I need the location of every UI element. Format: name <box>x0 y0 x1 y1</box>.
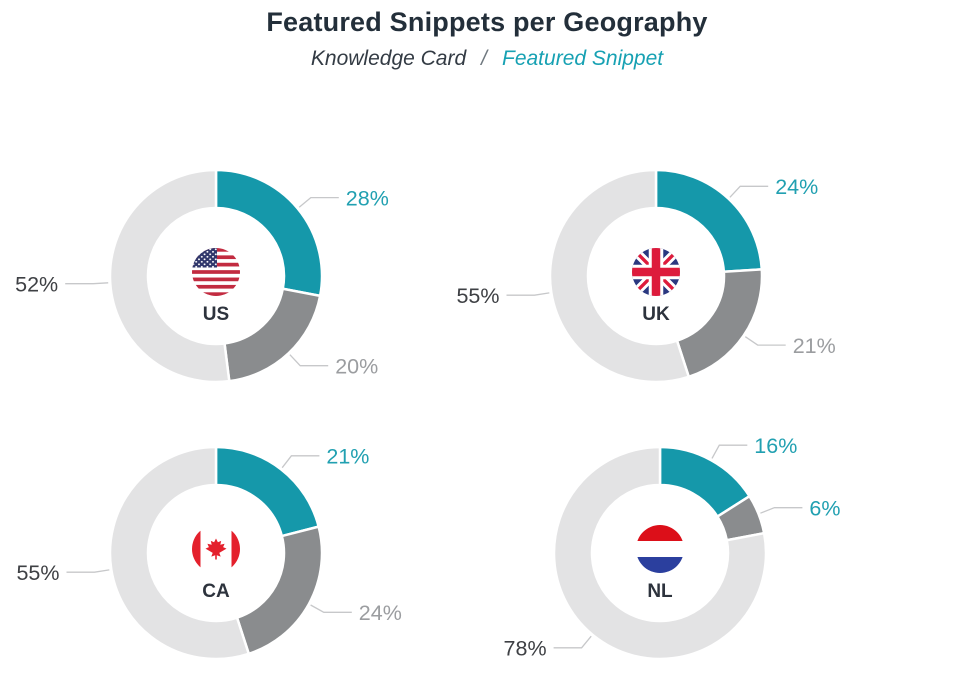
leader-line-featured-snippet <box>711 444 748 459</box>
segment-remainder <box>108 168 231 384</box>
value-label-remainder: 55% <box>456 284 499 308</box>
segment-knowledge-card <box>675 268 764 379</box>
leader-line-knowledge-card <box>310 604 352 613</box>
segment-knowledge-card <box>235 525 324 656</box>
value-label-remainder: 78% <box>504 637 547 661</box>
leader-line-featured-snippet <box>298 196 339 208</box>
donut-svg-nl: 16% 6% 78% NL <box>504 434 841 661</box>
value-label-featured-snippet: 21% <box>326 445 369 469</box>
ca-flag-icon <box>192 525 240 573</box>
segment-remainder <box>548 168 691 384</box>
uk-flag-icon <box>632 248 680 296</box>
value-label-featured-snippet: 16% <box>754 434 797 458</box>
value-label-remainder: 55% <box>16 561 59 585</box>
chart-legend: Knowledge Card / Featured Snippet <box>0 47 974 71</box>
donut-svg-ca: 21% 24% 55% CA <box>16 445 402 661</box>
donut-chart-nl: 16% 6% 78% NL <box>444 403 888 684</box>
donut-chart-us: 28% 20% 52% US <box>0 126 444 407</box>
country-label-ca: CA <box>202 581 230 602</box>
country-label-us: US <box>203 304 229 325</box>
value-label-knowledge-card: 20% <box>335 354 378 378</box>
value-label-remainder: 52% <box>15 272 58 296</box>
leader-line-knowledge-card <box>760 507 803 514</box>
segment-remainder <box>552 445 768 661</box>
segment-featured-snippet <box>214 445 320 538</box>
leader-line-remainder <box>506 292 550 296</box>
country-label-nl: NL <box>647 581 673 602</box>
leader-line-featured-snippet <box>729 185 769 198</box>
leader-line-remainder <box>65 282 109 285</box>
leader-line-featured-snippet <box>281 455 320 469</box>
chart-header: Featured Snippets per Geography Knowledg… <box>0 0 974 71</box>
donut-chart-ca: 21% 24% 55% CA <box>0 403 444 684</box>
donut-svg-us: 28% 20% 52% US <box>15 168 389 384</box>
value-label-knowledge-card: 21% <box>793 334 836 358</box>
leader-line-remainder <box>553 635 592 649</box>
value-label-knowledge-card: 24% <box>359 601 402 625</box>
leader-line-knowledge-card <box>744 336 786 346</box>
segment-knowledge-card <box>223 287 322 383</box>
country-label-uk: UK <box>642 304 670 325</box>
value-label-featured-snippet: 28% <box>346 186 389 210</box>
value-label-knowledge-card: 6% <box>809 496 840 520</box>
donut-svg-uk: 24% 21% 55% UK <box>456 168 836 384</box>
legend-featured-snippet: Featured Snippet <box>502 47 664 70</box>
value-label-featured-snippet: 24% <box>775 175 818 199</box>
leader-line-remainder <box>66 569 110 573</box>
us-flag-icon <box>192 248 240 296</box>
donut-chart-uk: 24% 21% 55% UK <box>440 126 884 407</box>
leader-line-knowledge-card <box>289 354 329 367</box>
legend-knowledge-card: Knowledge Card <box>310 47 467 70</box>
page-title: Featured Snippets per Geography <box>266 7 708 37</box>
legend-separator: / <box>481 47 487 70</box>
segment-remainder <box>108 445 251 661</box>
nl-flag-icon <box>636 525 684 573</box>
